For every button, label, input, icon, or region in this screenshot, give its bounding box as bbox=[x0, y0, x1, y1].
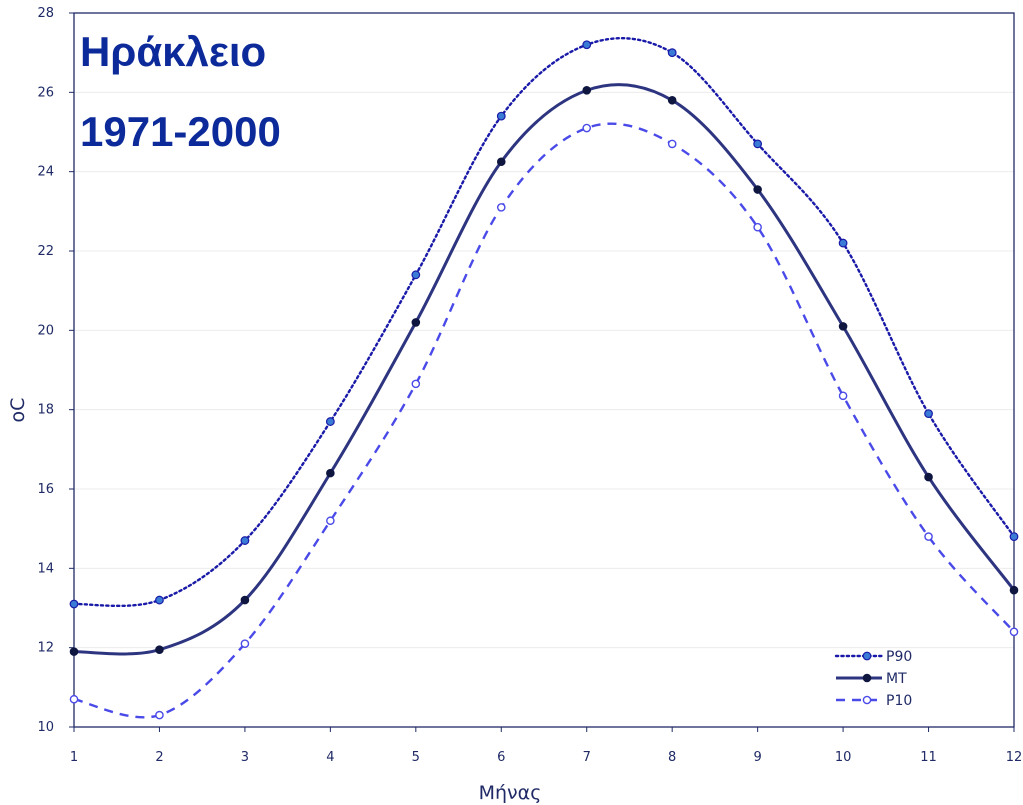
data-point-p90 bbox=[753, 139, 763, 149]
legend-label: P90 bbox=[886, 649, 912, 665]
series-p90 bbox=[69, 36, 1019, 609]
data-point-p90 bbox=[924, 409, 933, 419]
y-tick-label: 20 bbox=[37, 323, 54, 338]
legend-marker bbox=[862, 673, 872, 683]
data-point-p10 bbox=[411, 379, 421, 389]
legend-item-p10: P10 bbox=[836, 693, 912, 709]
data-point-mt bbox=[838, 322, 848, 331]
chart-title-line-1: Ηράκλειο bbox=[80, 28, 266, 75]
legend-marker bbox=[862, 695, 872, 705]
data-point-p90 bbox=[667, 48, 677, 58]
x-tick-label: 7 bbox=[583, 750, 591, 765]
x-tick-label: 2 bbox=[155, 750, 163, 765]
data-point-p10 bbox=[924, 532, 933, 541]
y-tick-label: 16 bbox=[37, 482, 54, 497]
y-tick-label: 22 bbox=[37, 244, 54, 259]
data-point-mt bbox=[924, 472, 933, 482]
data-point-p10 bbox=[69, 694, 79, 704]
axes bbox=[69, 12, 1015, 732]
x-tick-label: 12 bbox=[1006, 750, 1023, 765]
x-tick-label: 4 bbox=[326, 750, 334, 765]
data-point-mt bbox=[496, 157, 506, 167]
y-tick-label: 10 bbox=[37, 720, 54, 735]
data-point-p90 bbox=[411, 270, 421, 280]
legend-label: MT bbox=[886, 671, 907, 687]
y-tick-label: 28 bbox=[37, 6, 54, 21]
series-p10 bbox=[69, 122, 1019, 720]
data-point-p10 bbox=[326, 516, 335, 526]
x-axis-title: Μήνας bbox=[479, 782, 542, 804]
plot-frame bbox=[73, 12, 1015, 728]
legend: P90 MT P10 bbox=[834, 649, 912, 709]
data-point-mt bbox=[411, 318, 421, 327]
x-tick-label: 8 bbox=[668, 750, 676, 765]
x-tick-label: 5 bbox=[412, 750, 420, 765]
data-point-p90 bbox=[155, 595, 164, 605]
data-point-p10 bbox=[582, 123, 592, 133]
series-line-p10 bbox=[73, 122, 1015, 719]
data-point-p10 bbox=[240, 639, 250, 649]
data-point-mt bbox=[582, 86, 592, 95]
y-tick-label: 12 bbox=[37, 641, 54, 656]
data-point-p90 bbox=[1009, 532, 1019, 541]
legend-marker bbox=[862, 651, 872, 661]
series-mt bbox=[69, 83, 1019, 656]
data-point-p90 bbox=[496, 111, 506, 121]
series-group bbox=[69, 36, 1019, 720]
legend-item-p90: P90 bbox=[834, 649, 912, 665]
x-tick-label: 1 bbox=[70, 750, 78, 765]
y-tick-label: 24 bbox=[37, 165, 54, 180]
legend-item-mt: MT bbox=[836, 671, 907, 687]
legend-label: P10 bbox=[886, 693, 912, 709]
y-axis-title: oC bbox=[7, 398, 29, 423]
x-tick-label: 6 bbox=[497, 750, 505, 765]
y-tick-label: 14 bbox=[37, 561, 54, 576]
data-point-mt bbox=[240, 595, 250, 605]
data-point-mt bbox=[667, 95, 677, 105]
data-point-p10 bbox=[155, 710, 164, 720]
data-point-mt bbox=[326, 468, 335, 478]
x-tick-label: 10 bbox=[835, 750, 852, 765]
x-tick-label: 9 bbox=[753, 750, 761, 765]
data-point-mt bbox=[69, 647, 79, 656]
x-tick-label: 3 bbox=[241, 750, 249, 765]
x-tick-label: 11 bbox=[920, 750, 937, 765]
data-point-mt bbox=[1009, 585, 1019, 595]
data-point-mt bbox=[155, 645, 164, 654]
data-point-p90 bbox=[838, 238, 848, 248]
data-point-p10 bbox=[496, 203, 506, 212]
data-point-p10 bbox=[753, 222, 762, 232]
data-point-p90 bbox=[325, 417, 335, 426]
data-point-p10 bbox=[838, 391, 848, 401]
data-point-p10 bbox=[667, 139, 677, 149]
data-point-p10 bbox=[1009, 627, 1019, 637]
data-point-p90 bbox=[69, 599, 79, 609]
y-tick-label: 26 bbox=[37, 85, 54, 100]
data-point-p90 bbox=[582, 40, 592, 50]
y-tick-label: 18 bbox=[37, 403, 54, 418]
data-point-p90 bbox=[240, 536, 250, 545]
chart-title-line-2: 1971-2000 bbox=[80, 108, 281, 155]
data-point-mt bbox=[753, 185, 762, 194]
grid bbox=[74, 91, 1014, 649]
